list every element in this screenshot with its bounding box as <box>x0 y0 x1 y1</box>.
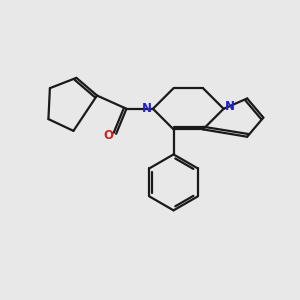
Text: N: N <box>142 102 152 115</box>
Text: O: O <box>104 129 114 142</box>
Text: N: N <box>225 100 235 113</box>
